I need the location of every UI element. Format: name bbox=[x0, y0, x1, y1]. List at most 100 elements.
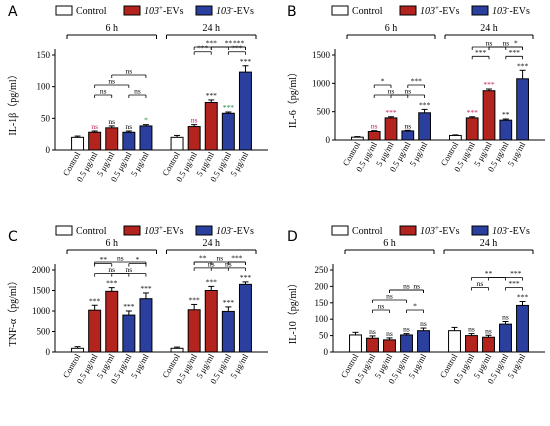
bar bbox=[204, 102, 218, 151]
legend-label-control: Control bbox=[76, 226, 107, 237]
y-tick-label: 0 bbox=[324, 347, 329, 357]
legend-label-control: Control bbox=[352, 6, 383, 17]
bar bbox=[122, 314, 136, 353]
bar bbox=[400, 334, 413, 353]
legend-swatch-m103 bbox=[195, 5, 213, 16]
group-label: 24 h bbox=[480, 238, 498, 249]
bar bbox=[170, 347, 184, 353]
comparison-label: ns bbox=[486, 39, 493, 48]
y-tick-label: 0 bbox=[46, 145, 51, 155]
bar bbox=[383, 339, 396, 353]
bar bbox=[516, 78, 529, 141]
bar bbox=[367, 131, 381, 141]
bar bbox=[516, 304, 529, 353]
y-axis-label: IL-10（pg/ml） bbox=[287, 278, 299, 344]
bar bbox=[139, 125, 153, 151]
comparison-label: ns bbox=[126, 67, 133, 76]
legend: Control 103+-EVs 103--EVs bbox=[55, 4, 254, 17]
significance-label: *** bbox=[89, 296, 101, 305]
significance-label: *** bbox=[106, 279, 118, 288]
comparison-label: ns bbox=[216, 254, 223, 263]
significance-label: ns bbox=[191, 116, 198, 125]
y-tick-label: 1000 bbox=[32, 306, 51, 316]
comparison-label: *** bbox=[411, 77, 423, 86]
bar bbox=[71, 136, 85, 151]
comparison-label: *** bbox=[510, 269, 522, 278]
panel-letter: A bbox=[8, 4, 18, 20]
comparison-label: ** bbox=[199, 254, 207, 263]
legend-label-control: Control bbox=[352, 226, 383, 237]
bar bbox=[105, 290, 119, 353]
x-tick-label: 5 μg/ml bbox=[505, 139, 527, 168]
bar bbox=[351, 136, 364, 141]
y-tick-label: 500 bbox=[37, 327, 51, 337]
comparison-label: ns bbox=[126, 265, 133, 274]
significance-label: *** bbox=[206, 277, 218, 286]
legend-label-p103: 103+-EVs bbox=[420, 4, 460, 17]
comparison-label: ns bbox=[477, 279, 484, 288]
comparison-label: *** bbox=[508, 279, 520, 288]
y-tick-label: 50 bbox=[319, 331, 329, 341]
group-label: 6 h bbox=[106, 23, 119, 34]
y-tick-label: 0 bbox=[326, 135, 331, 145]
legend-label-p103: 103+-EVs bbox=[420, 224, 460, 237]
comparison-label: * bbox=[381, 77, 385, 86]
bar bbox=[105, 127, 119, 151]
bar bbox=[187, 126, 201, 151]
bar bbox=[349, 334, 362, 353]
significance-label: *** bbox=[189, 295, 201, 304]
panel-d: D Control 103+-EVs 103--EVs 0 50 100 150 200 250 I… bbox=[287, 224, 545, 385]
significance-label: *** bbox=[206, 91, 218, 100]
comparison-label: ns bbox=[108, 77, 115, 86]
comparison-label: ns bbox=[117, 254, 124, 263]
legend: Control 103+-EVs 103--EVs bbox=[55, 224, 254, 237]
bar bbox=[384, 117, 398, 141]
comparison-label: ** bbox=[485, 269, 493, 278]
significance-label: ns bbox=[502, 312, 509, 321]
legend-swatch-p103 bbox=[399, 225, 417, 236]
y-tick-label: 1500 bbox=[32, 286, 51, 296]
y-axis-label: TNF-α（pg/ml） bbox=[7, 276, 19, 347]
panel-b: B Control 103+-EVs 103--EVs 0 500 1000 1500 IL-6… bbox=[287, 4, 545, 173]
comparison-label: ns bbox=[108, 265, 115, 274]
significance-label: *** bbox=[385, 108, 397, 117]
y-tick-label: 2000 bbox=[32, 265, 51, 275]
significance-label: ns bbox=[403, 325, 410, 334]
comparison-label: * bbox=[514, 39, 518, 48]
legend-swatch-p103 bbox=[399, 5, 417, 16]
significance-label: *** bbox=[240, 273, 252, 282]
bar bbox=[482, 336, 495, 353]
legend-label-p103: 103+-EVs bbox=[144, 4, 184, 17]
comparison-label: *** bbox=[197, 43, 209, 52]
comparison-label: ns bbox=[386, 292, 393, 301]
legend-swatch-control bbox=[55, 5, 73, 16]
legend-swatch-p103 bbox=[123, 5, 141, 16]
significance-label: *** bbox=[240, 57, 252, 66]
legend-swatch-m103 bbox=[471, 225, 489, 236]
panel-letter: C bbox=[8, 229, 18, 245]
x-tick-label: 5 μg/ml bbox=[407, 139, 429, 168]
significance-label: ns bbox=[485, 326, 492, 335]
bar bbox=[499, 119, 513, 141]
legend-swatch-control bbox=[331, 225, 349, 236]
legend-label-m103: 103--EVs bbox=[216, 224, 254, 237]
comparison-label: ns bbox=[413, 282, 420, 291]
comparison-label: ns bbox=[388, 87, 395, 96]
legend: Control 103+-EVs 103--EVs bbox=[331, 4, 530, 17]
significance-label: *** bbox=[140, 284, 152, 293]
legend-swatch-control bbox=[331, 5, 349, 16]
legend-label-m103: 103--EVs bbox=[216, 4, 254, 17]
bar bbox=[418, 112, 431, 141]
significance-label: *** bbox=[517, 61, 529, 70]
significance-label: ns bbox=[91, 122, 98, 131]
legend: Control 103+-EVs 103--EVs bbox=[331, 224, 530, 237]
y-tick-label: 500 bbox=[317, 107, 331, 117]
comparison-label: *** bbox=[475, 48, 487, 57]
bar bbox=[499, 323, 512, 353]
bar bbox=[465, 335, 478, 353]
legend-swatch-m103 bbox=[195, 225, 213, 236]
comparison-label: *** bbox=[206, 39, 218, 48]
comparison-label: ns bbox=[404, 87, 411, 96]
